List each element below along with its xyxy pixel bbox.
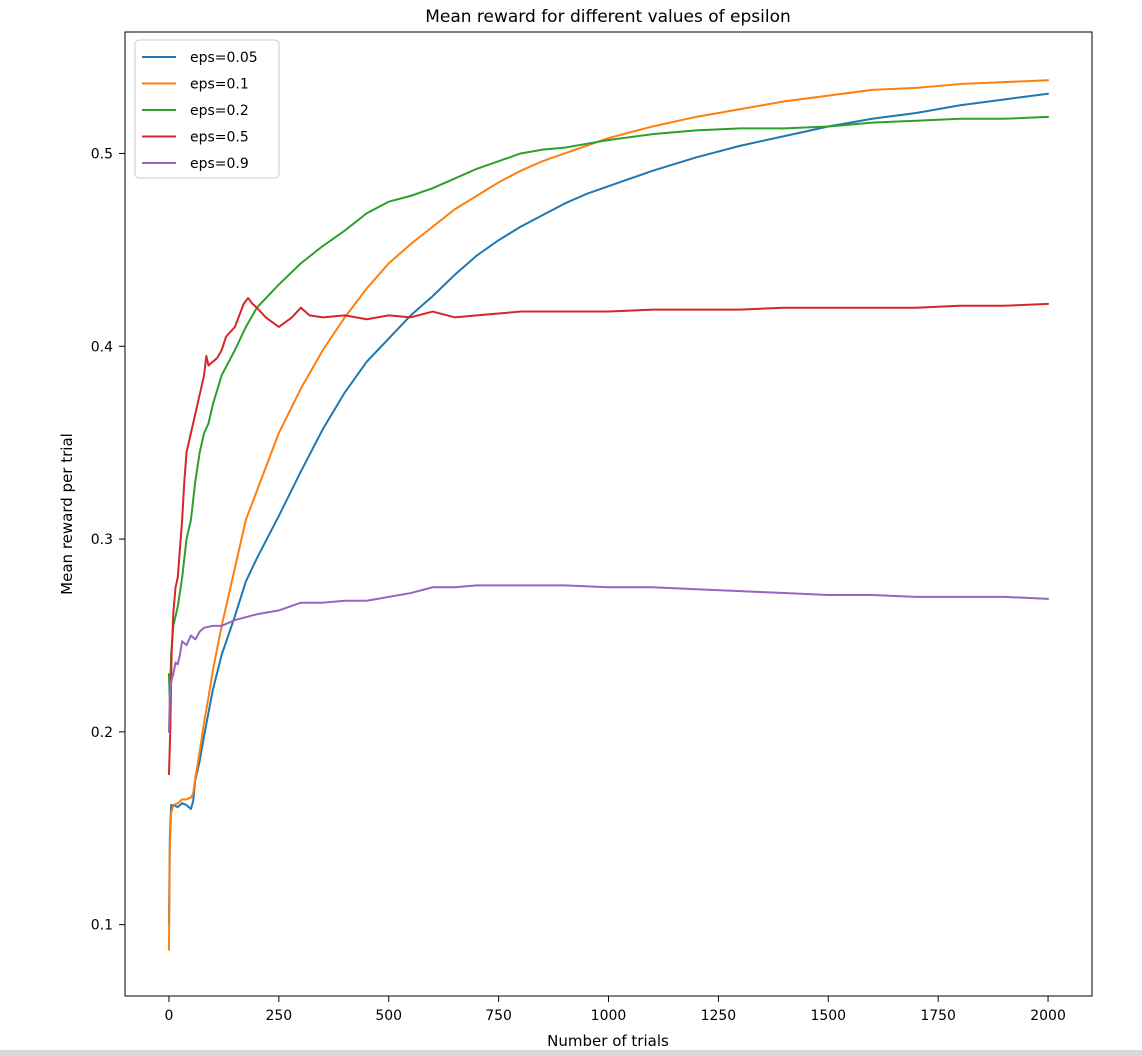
x-tick-label: 1500	[810, 1008, 846, 1024]
y-tick-label: 0.1	[91, 918, 113, 934]
y-axis: 0.1 0.2 0.3 0.4 0.5	[91, 146, 125, 934]
y-tick-label: 0.4	[91, 339, 113, 355]
x-tick-label: 750	[485, 1008, 512, 1024]
y-axis-label: Mean reward per trial	[58, 433, 76, 595]
x-axis-label: Number of trials	[547, 1032, 669, 1050]
window-bottom-bar	[0, 1050, 1142, 1056]
x-tick-label: 0	[164, 1008, 173, 1024]
series-line-5	[167, 584, 1050, 733]
x-tick-label: 500	[375, 1008, 402, 1024]
legend: eps=0.05 eps=0.1 eps=0.2 eps=0.5 eps=0.9	[134, 39, 280, 179]
x-tick-label: 250	[265, 1008, 292, 1024]
legend-label: eps=0.1	[190, 77, 249, 93]
series-layer	[167, 79, 1050, 951]
chart-title: Mean reward for different values of epsi…	[425, 7, 791, 27]
series-line-2	[167, 79, 1050, 951]
series-line-1	[167, 92, 1050, 926]
legend-box	[134, 39, 280, 179]
y-tick-label: 0.2	[91, 725, 113, 741]
y-tick-label: 0.5	[91, 146, 113, 162]
plot-area	[124, 31, 1093, 997]
x-axis: 0 250 500 750 1000 1250 1500 1750 2000	[164, 996, 1066, 1024]
legend-label: eps=0.5	[190, 130, 249, 146]
x-tick-label: 1250	[701, 1008, 737, 1024]
series-line-4	[167, 297, 1050, 776]
x-tick-label: 1000	[591, 1008, 627, 1024]
x-tick-label: 2000	[1030, 1008, 1066, 1024]
legend-label: eps=0.05	[190, 50, 258, 66]
series-line-3	[167, 115, 1050, 704]
legend-label: eps=0.2	[190, 103, 249, 119]
legend-label: eps=0.9	[190, 156, 249, 172]
y-tick-label: 0.3	[91, 532, 113, 548]
x-tick-label: 1750	[920, 1008, 956, 1024]
